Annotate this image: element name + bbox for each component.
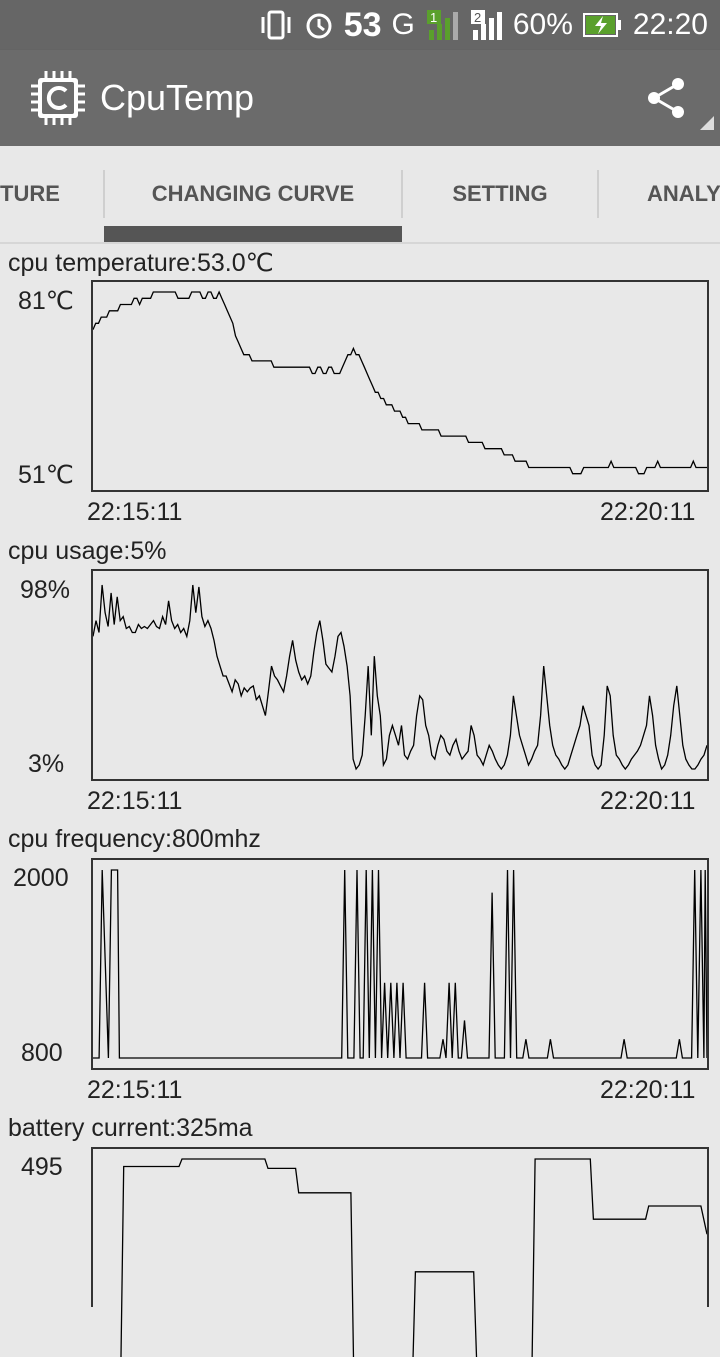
usage-line [93,584,707,771]
tab-changing-curve[interactable]: CHANGING CURVE [151,181,355,206]
battery-current-chart [91,1147,709,1357]
freq-x-end: 22:20:11 [600,1076,696,1104]
temp-ymin-label: 51℃ [18,461,74,489]
temp-x-end: 22:20:11 [600,498,696,526]
frequency-line [93,869,707,1059]
tab-bar: TURE CHANGING CURVE SETTING ANALY [0,146,720,244]
temp-x-start: 22:15:11 [87,498,183,526]
share-icon [648,78,684,118]
battery-percent: 60% [512,8,573,41]
alarm-icon [304,10,334,40]
battery-current-line [120,1158,707,1357]
vibrate-icon [258,9,294,41]
freq-ymin-label: 800 [21,1039,63,1067]
temp-ymax-label: 81℃ [18,287,74,315]
cpu-frequency-chart [91,858,709,1070]
tab-analysis[interactable]: ANALY [647,181,720,206]
tab-temperature[interactable]: TURE [0,181,60,206]
cpu-frequency-label: cpu frequency:800mhz [8,825,261,853]
selected-tab-indicator [104,226,402,242]
cpu-temperature-label: cpu temperature:53.0℃ [8,249,274,277]
network-type: G [391,8,415,41]
signal-sim1-icon: 1 [425,8,459,42]
usage-x-end: 22:20:11 [600,787,696,815]
freq-ymax-label: 2000 [13,864,69,892]
svg-text:1: 1 [430,10,437,25]
cpu-temp-indicator: 53 [343,5,382,44]
status-bar: 53 G 1 2 60% 22:20 [0,0,720,50]
signal-sim2-icon: 2 [469,8,503,42]
tab-divider [597,170,599,218]
tab-divider [103,170,105,218]
usage-x-start: 22:15:11 [87,787,183,815]
share-button[interactable] [642,74,690,122]
app-bar: CpuTemp [0,50,720,146]
tab-setting[interactable]: SETTING [452,181,548,206]
freq-x-start: 22:15:11 [87,1076,183,1104]
battery-current-label: battery current:325ma [8,1114,253,1142]
tab-divider [401,170,403,218]
clock: 22:20 [632,8,708,41]
usage-ymin-label: 3% [28,750,65,778]
cpu-temperature-chart [91,280,709,492]
battery-charging-icon [582,12,623,38]
cpu-usage-chart [91,569,709,781]
cpu-chip-icon [28,68,88,128]
overflow-indicator [700,116,714,130]
cpu-usage-label: cpu usage:5% [8,537,167,565]
svg-text:2: 2 [474,10,481,25]
app-title: CpuTemp [100,77,255,118]
usage-ymax-label: 98% [20,576,71,604]
battery-ymax-label: 495 [21,1153,63,1181]
temperature-line [93,290,707,475]
